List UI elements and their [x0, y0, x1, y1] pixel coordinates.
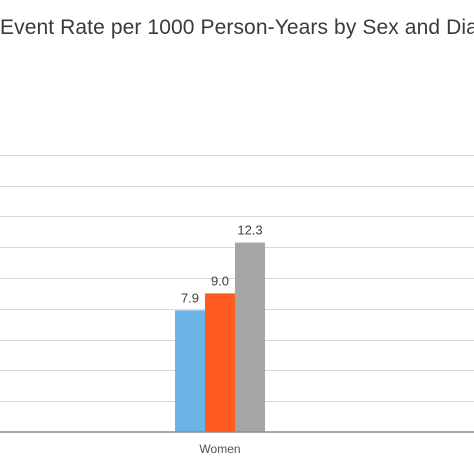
data-label: 9.0	[211, 273, 229, 288]
chart-title: Event Rate per 1000 Person-Years by Sex …	[0, 16, 474, 39]
data-label: 12.3	[237, 223, 262, 238]
bar	[205, 293, 235, 432]
bar	[175, 310, 205, 432]
bar	[235, 242, 265, 432]
data-label: 7.9	[181, 290, 199, 305]
x-tick-label: Women	[199, 442, 240, 456]
